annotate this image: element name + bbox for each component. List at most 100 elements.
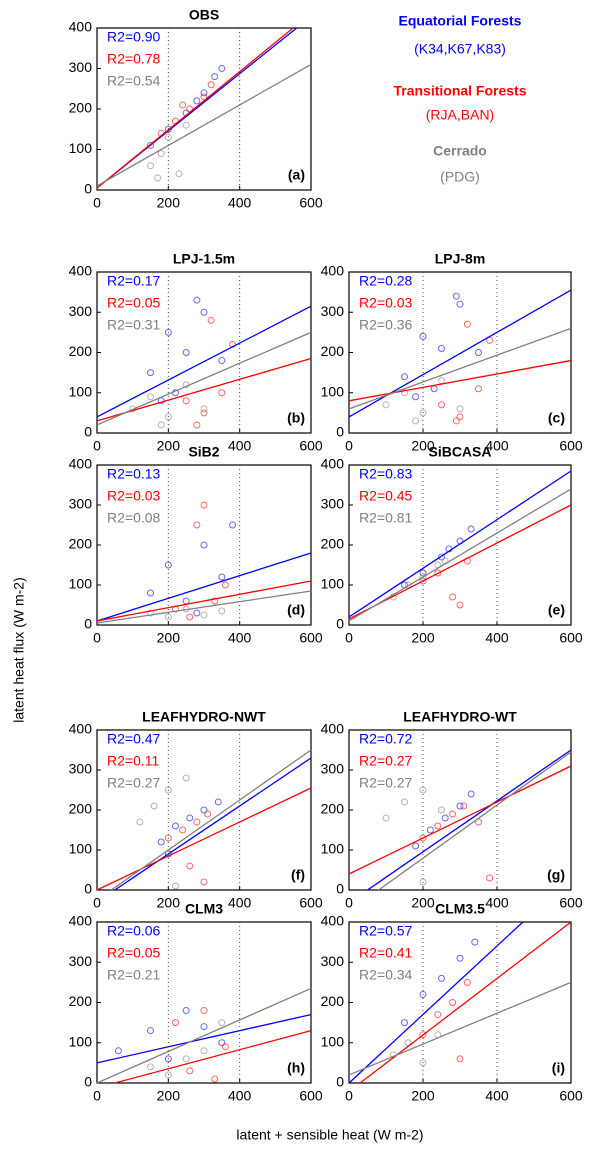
- point: [419, 569, 427, 577]
- x-tick-label: 0: [345, 895, 353, 911]
- legend-sites: (K34,K67,K83): [414, 41, 506, 57]
- point: [164, 133, 172, 141]
- panel-title: CLM3: [185, 901, 223, 917]
- y-tick-label: 0: [84, 881, 92, 897]
- point: [179, 101, 187, 109]
- point: [456, 601, 464, 609]
- point: [218, 1039, 226, 1047]
- point: [200, 1023, 208, 1031]
- fit-line: [96, 580, 312, 622]
- x-tick-label: 400: [228, 895, 252, 911]
- x-tick-label: 600: [559, 895, 583, 911]
- point: [164, 328, 172, 336]
- legend-name: Transitional Forests: [393, 83, 526, 99]
- point: [171, 882, 179, 890]
- y-tick-label: 400: [69, 913, 93, 929]
- point: [193, 421, 201, 429]
- y-tick-label: 100: [321, 841, 345, 857]
- point: [182, 1055, 190, 1063]
- fit-line: [348, 921, 524, 1084]
- x-tick-label: 600: [559, 630, 583, 646]
- point: [467, 525, 475, 533]
- x-tick-label: 200: [157, 1088, 181, 1104]
- point: [401, 1019, 408, 1027]
- panel-label: (i): [552, 1060, 565, 1076]
- y-tick-label: 300: [69, 496, 93, 512]
- point: [200, 409, 208, 417]
- point: [164, 1055, 172, 1063]
- point: [147, 162, 154, 170]
- y-tick-label: 400: [321, 721, 345, 737]
- r2-label: R2=0.72: [359, 731, 413, 747]
- panel-label: (g): [547, 867, 565, 883]
- point: [154, 174, 162, 182]
- point: [218, 607, 226, 615]
- r2-label: R2=0.03: [359, 295, 413, 311]
- r2-label: R2=0.81: [359, 510, 413, 526]
- point: [401, 798, 408, 806]
- point: [182, 397, 190, 405]
- r2-label: R2=0.34: [359, 967, 413, 983]
- x-tick-label: 400: [228, 630, 252, 646]
- point: [147, 393, 154, 401]
- point: [419, 990, 427, 998]
- x-tick-label: 200: [411, 630, 435, 646]
- point: [419, 577, 427, 585]
- point: [449, 810, 457, 818]
- y-tick-label: 400: [321, 913, 345, 929]
- panel-label: (d): [287, 602, 305, 618]
- y-tick-label: 200: [321, 343, 345, 359]
- point: [218, 573, 226, 581]
- r2-label: R2=0.45: [359, 488, 413, 504]
- x-tick-label: 200: [411, 895, 435, 911]
- point: [401, 373, 408, 381]
- r2-label: R2=0.17: [107, 273, 161, 289]
- panel-label: (f): [291, 867, 305, 883]
- point: [452, 417, 460, 425]
- y-tick-label: 100: [69, 576, 93, 592]
- fit-line: [348, 981, 572, 1076]
- panel-title: SiB2: [188, 444, 219, 460]
- panel-label: (h): [287, 1060, 305, 1076]
- point: [438, 401, 445, 409]
- fit-line: [348, 359, 572, 402]
- point: [456, 405, 464, 413]
- x-tick-label: 400: [485, 630, 509, 646]
- y-tick-label: 0: [84, 1074, 92, 1090]
- y-tick-label: 200: [69, 536, 93, 552]
- y-tick-label: 300: [321, 761, 345, 777]
- point: [164, 834, 172, 842]
- point: [221, 1043, 229, 1051]
- point: [430, 385, 438, 393]
- point: [419, 1059, 427, 1067]
- fit-line: [96, 787, 312, 891]
- point: [456, 954, 464, 962]
- point: [471, 938, 479, 946]
- point: [419, 786, 427, 794]
- x-tick-label: 600: [299, 895, 323, 911]
- point: [164, 613, 172, 621]
- point: [214, 798, 222, 806]
- point: [467, 790, 475, 798]
- fit-line: [114, 1030, 312, 1084]
- fit-line: [96, 305, 312, 418]
- panel-title: LPJ-1.5m: [173, 251, 235, 267]
- y-tick-label: 0: [84, 181, 92, 197]
- point: [157, 150, 165, 158]
- point: [412, 842, 420, 850]
- x-tick-label: 400: [228, 1088, 252, 1104]
- point: [186, 1067, 194, 1075]
- point: [182, 349, 190, 356]
- r2-label: R2=0.27: [359, 753, 413, 769]
- point: [463, 320, 471, 328]
- x-tick-label: 0: [93, 630, 101, 646]
- r2-label: R2=0.36: [359, 317, 413, 333]
- y-tick-label: 100: [69, 140, 93, 156]
- fit-line: [348, 470, 572, 618]
- fit-line: [96, 63, 312, 187]
- point: [412, 393, 420, 401]
- x-tick-label: 200: [411, 1088, 435, 1104]
- r2-label: R2=0.27: [359, 775, 413, 791]
- y-tick-label: 200: [321, 801, 345, 817]
- point: [434, 569, 442, 577]
